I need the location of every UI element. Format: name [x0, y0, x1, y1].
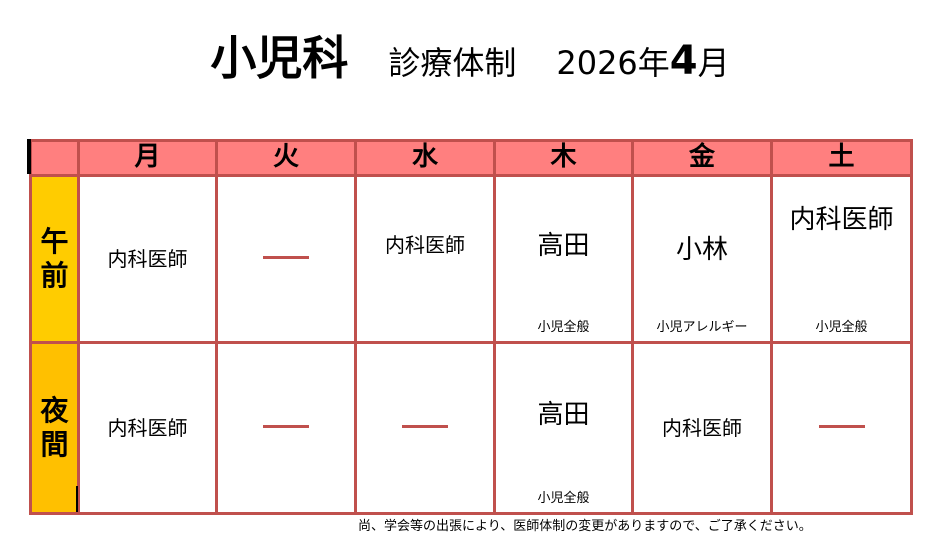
day-header: 金: [631, 139, 773, 177]
department-title: 小児科: [210, 31, 349, 85]
period: 2026年4月: [556, 38, 730, 84]
doctor-name: 内科医師: [385, 233, 465, 257]
no-doctor-dash: [263, 424, 309, 428]
month-suffix: 月: [697, 44, 730, 82]
doctor-name: 内科医師: [107, 415, 188, 440]
schedule-cell: 内科医師: [77, 341, 218, 515]
page-title: 小児科 診療体制 2026年4月: [0, 22, 940, 88]
schedule-cell: [215, 341, 357, 515]
schedule-cell: 内科医師 小児全般: [770, 174, 913, 344]
schedule-cell: 内科医師: [77, 174, 218, 344]
day-header: 火: [215, 139, 357, 177]
schedule-cell: 内科医師: [631, 341, 773, 515]
row-label: 午前: [29, 174, 80, 344]
specialty: 小児全般: [537, 491, 590, 506]
schedule-cell: 小林 小児アレルギー: [631, 174, 773, 344]
doctor-name: 小林: [675, 235, 728, 265]
no-doctor-dash: [818, 424, 865, 428]
year: 2026年: [556, 44, 670, 82]
schedule-table: 月火水木金土午前 内科医師 内科医師 高田 小児全般 小林 小児アレルギー 内科医師 小児全般夜…: [29, 139, 913, 515]
specialty: 小児全般: [815, 320, 868, 335]
doctor-name: 内科医師: [789, 205, 894, 235]
day-header: 水: [354, 139, 496, 177]
row-label: 夜間: [29, 341, 80, 515]
schedule-cell: 高田 小児全般: [493, 174, 634, 344]
schedule-cell: 高田 小児全般: [493, 341, 634, 515]
doctor-name: 高田: [537, 231, 590, 261]
schedule-cell: [770, 341, 913, 515]
left-edge-mark: [27, 139, 31, 174]
row-label-text: 午前: [40, 225, 69, 292]
day-header: 土: [770, 139, 913, 177]
schedule-cell: [354, 341, 496, 515]
day-header: 木: [493, 139, 634, 177]
specialty: 小児全般: [537, 320, 590, 335]
doctor-name: 内科医師: [107, 246, 188, 271]
day-header: 月: [77, 139, 218, 177]
no-doctor-dash: [263, 255, 309, 259]
row-label-text: 夜間: [40, 394, 69, 461]
subtitle: 診療体制: [388, 44, 517, 82]
doctor-name: 内科医師: [662, 415, 742, 440]
month: 4: [669, 38, 698, 84]
footnote: 尚、学会等の出張により、医師体制の変更がありますので、ご了承ください。: [358, 519, 812, 534]
left-edge-mark: [76, 486, 78, 512]
header-corner: [29, 139, 80, 177]
no-doctor-dash: [402, 424, 448, 428]
schedule-cell: [215, 174, 357, 344]
schedule-cell: 内科医師: [354, 174, 496, 344]
doctor-name: 高田: [537, 400, 590, 430]
specialty: 小児アレルギー: [656, 320, 748, 335]
